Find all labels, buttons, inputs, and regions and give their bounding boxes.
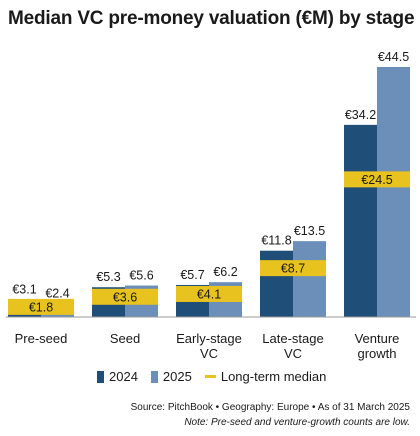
legend-swatch-median (204, 375, 216, 378)
value-label-2024-5: €34.2 (345, 108, 376, 122)
note-text: Note: Pre-seed and venture-growth counts… (184, 417, 410, 428)
median-label-5: €24.5 (361, 173, 392, 187)
median-label-1: €1.8 (29, 300, 53, 314)
bar-2024-5 (344, 124, 377, 317)
category-label-5-2: growth (357, 346, 396, 361)
legend-swatch-2025 (150, 370, 158, 383)
source-text: Source: PitchBook • Geography: Europe • … (130, 402, 410, 413)
value-label-2025-3: €6.2 (213, 265, 237, 279)
value-label-2024-2: €5.3 (96, 270, 120, 284)
category-label-4-1: Late-stage (262, 331, 323, 346)
bar-2025-5 (377, 66, 410, 318)
legend-swatch-2024 (97, 370, 104, 383)
value-label-2024-1: €3.1 (12, 283, 36, 297)
value-label-2025-5: €44.5 (378, 50, 409, 64)
category-label-3-2: VC (200, 346, 218, 361)
median-band-4 (260, 260, 326, 277)
category-label-3-1: Early-stage (176, 331, 242, 346)
legend-label-median: Long-term median (220, 369, 327, 384)
median-band-5 (344, 171, 410, 188)
value-label-2025-1: €2.4 (45, 287, 69, 301)
legend: 2024 2025 Long-term median (97, 369, 339, 384)
median-label-2: €3.6 (113, 290, 137, 304)
value-label-2024-4: €11.8 (261, 234, 291, 248)
value-label-2025-4: €13.5 (294, 224, 325, 238)
source-block: Source: PitchBook • Geography: Europe • … (131, 400, 410, 430)
median-band-1 (8, 298, 74, 315)
legend-label-2025: 2025 (162, 369, 192, 384)
legend-label-2024: 2024 (109, 369, 138, 384)
chart-title: Median VC pre-money valuation (€M) by st… (8, 8, 415, 29)
median-band-3 (176, 285, 242, 302)
category-label-1-1: Pre-seed (15, 331, 68, 346)
category-label-5-1: Venture (355, 331, 400, 346)
category-label-4-2: VC (284, 346, 302, 361)
bar-2025-4 (293, 241, 326, 317)
category-label-2-1: Seed (110, 331, 140, 346)
median-label-3: €4.1 (197, 287, 221, 301)
legend-item-2024: 2024 (97, 369, 138, 384)
legend-item-median: Long-term median (204, 369, 327, 384)
median-band-2 (92, 288, 158, 305)
value-label-2024-3: €5.7 (180, 268, 204, 282)
median-label-4: €8.7 (281, 262, 305, 276)
legend-item-2025: 2025 (150, 369, 192, 384)
value-label-2025-2: €5.6 (129, 269, 153, 283)
